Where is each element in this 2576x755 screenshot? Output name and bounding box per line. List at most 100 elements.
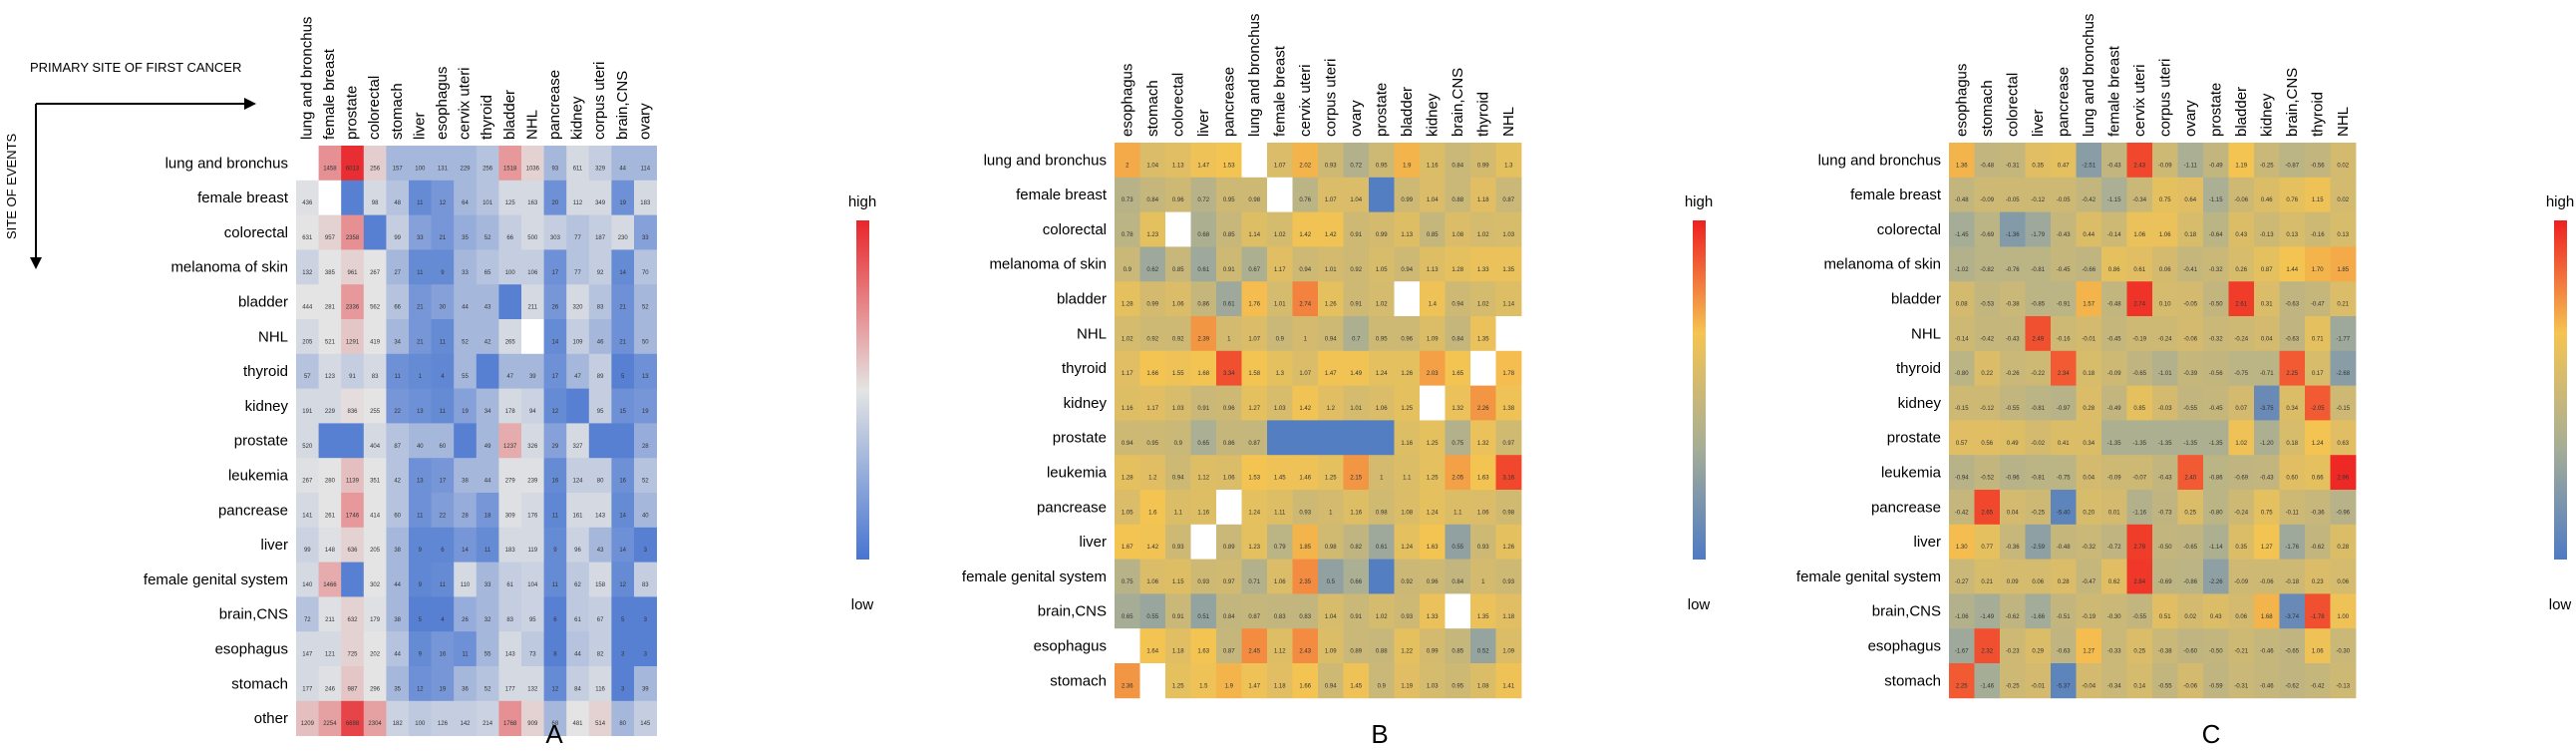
cell-value-label: 0.10 xyxy=(2159,302,2171,308)
cell-value-label: 0.96 xyxy=(1172,197,1184,203)
cell-value-label: 12 xyxy=(417,686,424,692)
cell-value-label: 1.04 xyxy=(1350,197,1362,203)
heatmap-cell xyxy=(1420,211,1446,247)
heatmap-cell xyxy=(2279,593,2306,629)
cell-value-label: -0.06 xyxy=(2234,197,2248,203)
heatmap-cell xyxy=(1949,663,1975,699)
cell-value-label: -1.01 xyxy=(2158,371,2172,377)
cell-value-label: 0.86 xyxy=(1223,441,1235,447)
heatmap-cell xyxy=(1394,143,1421,179)
heatmap-cell xyxy=(2305,490,2331,526)
heatmap-cell xyxy=(1420,246,1446,282)
cell-value-label: 11 xyxy=(417,200,424,206)
heatmap-cell xyxy=(1267,281,1293,317)
heatmap-cell xyxy=(1292,385,1319,421)
heatmap-cell xyxy=(1470,385,1496,421)
heatmap-cell xyxy=(1445,177,1471,212)
cell-value-label: -0.06 xyxy=(2260,579,2274,585)
heatmap-cell xyxy=(2152,593,2178,629)
cell-value-label: 0.43 xyxy=(2235,232,2247,238)
heatmap-cell xyxy=(1216,177,1242,212)
cell-value-label: -0.64 xyxy=(2209,232,2223,238)
heatmap-cell xyxy=(431,631,455,667)
heatmap-cell xyxy=(1190,490,1217,526)
cell-value-label: 1.02 xyxy=(1477,232,1489,238)
heatmap-cell xyxy=(634,146,657,182)
cell-value-label: 211 xyxy=(528,305,538,311)
legend-color-bar xyxy=(856,220,869,560)
heatmap-cell xyxy=(611,146,635,182)
heatmap-cell xyxy=(318,666,342,702)
heatmap-cell xyxy=(454,458,478,494)
heatmap-cell xyxy=(318,562,342,597)
cell-value-label: 2.25 xyxy=(2286,371,2298,377)
cell-value-label: 52 xyxy=(484,686,491,692)
heatmap-cell xyxy=(588,319,612,355)
heatmap-cell xyxy=(1241,455,1268,491)
heatmap-cell xyxy=(2305,455,2331,491)
cell-value-label: 2.26 xyxy=(1477,406,1489,412)
cell-value-label: 2.79 xyxy=(2133,545,2145,551)
cell-value-label: 1.06 xyxy=(1477,510,1489,516)
heatmap-cell xyxy=(1445,593,1471,629)
heatmap-cell xyxy=(2126,211,2153,247)
heatmap-cell xyxy=(1318,350,1344,386)
heatmap-cell xyxy=(1267,593,1293,629)
heatmap-cell xyxy=(1394,663,1421,699)
heatmap-cell xyxy=(2025,177,2052,212)
heatmap-cell xyxy=(2126,593,2153,629)
heatmap-cell xyxy=(2177,524,2204,560)
cell-value-label: 1.47 xyxy=(1197,163,1209,169)
heatmap-cell xyxy=(2000,559,2026,594)
heatmap-cell xyxy=(2076,385,2102,421)
column-label: colorectal xyxy=(366,76,383,140)
heatmap-cell xyxy=(341,458,365,494)
heatmap-cell xyxy=(409,319,432,355)
cell-value-label: -0.48 xyxy=(1980,163,1994,169)
heatmap-cell xyxy=(1420,455,1446,491)
cell-value-label: -0.09 xyxy=(2107,476,2121,482)
heatmap-cell xyxy=(318,249,342,285)
heatmap-cell xyxy=(1394,316,1421,352)
heatmap-cell xyxy=(611,631,635,667)
heatmap-cell xyxy=(1190,455,1217,491)
heatmap-cell xyxy=(1292,281,1319,317)
cell-value-label: -0.81 xyxy=(2031,267,2045,273)
heatmap-cell xyxy=(1445,559,1471,594)
cell-value-label: 2.43 xyxy=(2133,163,2145,169)
cell-value-label: 1.25 xyxy=(1401,406,1413,412)
cell-value-label: -0.71 xyxy=(2260,371,2274,377)
heatmap-cell xyxy=(2025,350,2052,386)
column-label: brain,CNS xyxy=(2284,68,2301,137)
heatmap-cell xyxy=(341,319,365,355)
row-label: NHL xyxy=(1077,325,1107,342)
cell-value-label: 1.06 xyxy=(1274,579,1286,585)
heatmap-cell xyxy=(1165,350,1191,386)
heatmap-cell xyxy=(498,458,522,494)
heatmap-cell xyxy=(498,631,522,667)
heatmap-cell xyxy=(1115,559,1140,594)
heatmap-cell xyxy=(2101,246,2127,282)
heatmap-cell xyxy=(1139,455,1166,491)
cell-value-label: 0.98 xyxy=(1502,510,1514,516)
cell-value-label: 17 xyxy=(440,479,447,485)
cell-value-label: 1.06 xyxy=(2312,649,2324,655)
heatmap-cell xyxy=(2279,143,2306,179)
heatmap-cell xyxy=(634,527,657,563)
cell-value-label: 2.61 xyxy=(2235,302,2247,308)
heatmap-cell xyxy=(2305,524,2331,560)
heatmap-cell xyxy=(2254,420,2280,456)
cell-value-label: 327 xyxy=(572,444,583,450)
heatmap-cell xyxy=(2051,177,2077,212)
heatmap-cell xyxy=(566,249,590,285)
cell-value-label: 0.22 xyxy=(1981,371,1993,377)
cell-value-label: 50 xyxy=(642,339,649,345)
heatmap-cell xyxy=(2051,559,2077,594)
heatmap-cell xyxy=(2051,316,2077,352)
heatmap-cell xyxy=(1470,177,1496,212)
cell-value-label: 52 xyxy=(484,235,491,241)
heatmap-cell xyxy=(521,631,544,667)
cell-value-label: 77 xyxy=(574,270,581,276)
heatmap-cell xyxy=(2025,143,2052,179)
cell-value-label: 1.53 xyxy=(1248,476,1260,482)
